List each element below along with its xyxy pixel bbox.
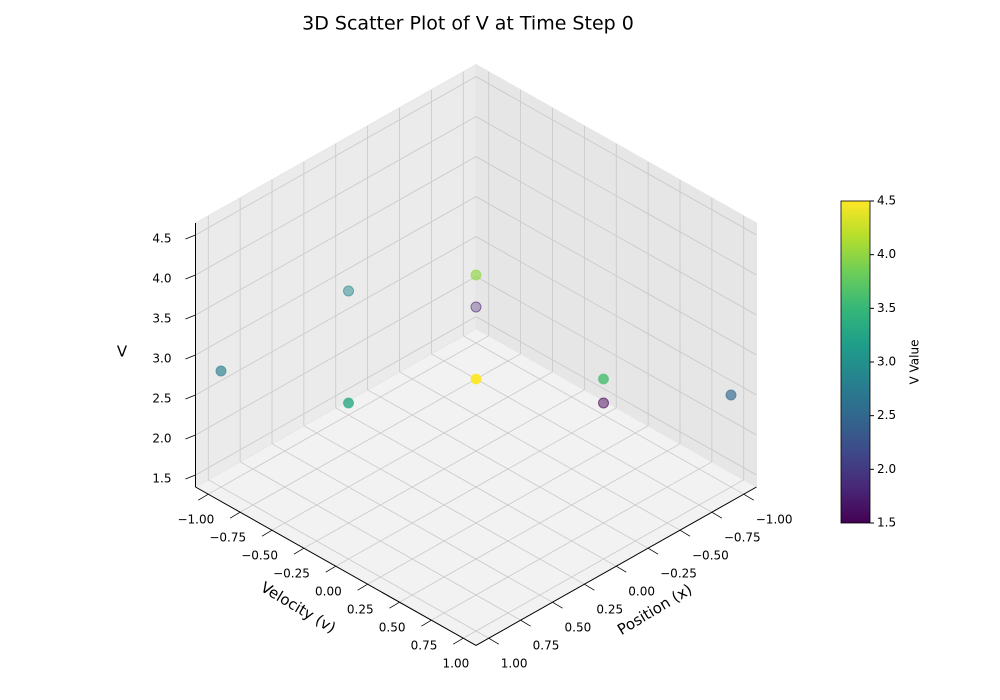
data-point	[343, 285, 354, 297]
z-tick-label: 3.0	[152, 352, 171, 366]
tick-mark	[616, 565, 627, 573]
data-point	[470, 373, 482, 385]
x-tick-label: 0.25	[596, 603, 623, 617]
y-tick-label: −0.25	[273, 567, 310, 581]
y-tick-label: −0.50	[241, 549, 278, 563]
tick-mark	[421, 619, 432, 627]
chart-title: 3D Scatter Plot of V at Time Step 0	[302, 13, 634, 35]
grid-line	[195, 276, 477, 436]
tick-mark	[261, 529, 273, 537]
grid-line	[195, 116, 477, 276]
data-point	[470, 269, 482, 281]
tick-mark	[185, 274, 196, 280]
x-tick-label: 0.50	[565, 621, 592, 635]
grid-line	[195, 156, 477, 316]
z-tick-label: 1.5	[152, 472, 171, 486]
tick-mark	[389, 601, 400, 609]
data-point	[598, 373, 609, 385]
x-tick-label: 0.00	[628, 585, 655, 599]
tick-mark	[185, 314, 196, 320]
tick-mark	[584, 583, 595, 591]
colorbar-tick-label: 4.0	[877, 247, 896, 261]
y-tick-label: 0.25	[347, 603, 374, 617]
x-tick-label: −0.75	[724, 531, 761, 545]
tick-mark	[229, 511, 241, 519]
data-point	[598, 397, 609, 409]
grid-line	[271, 371, 553, 531]
colorbar-tick-label: 4.5	[877, 194, 896, 208]
colorbar	[840, 200, 871, 524]
tick-mark	[185, 434, 196, 440]
z-tick-label: 2.0	[152, 432, 171, 446]
tick-mark	[453, 637, 464, 645]
grid-line	[463, 479, 744, 639]
data-point	[725, 389, 737, 401]
grid-line	[475, 156, 757, 316]
colorbar-tick-label: 3.5	[877, 301, 896, 315]
tick-mark	[647, 547, 659, 555]
tick-mark	[743, 493, 754, 501]
data-point	[343, 397, 354, 409]
grid-line	[475, 196, 757, 356]
x-tick-label: −0.50	[692, 549, 729, 563]
grid-line	[475, 316, 757, 476]
tick-mark	[679, 529, 691, 537]
z-axis-label: V	[117, 343, 128, 361]
tick-mark	[711, 511, 723, 519]
x-tick-label: 1.00	[501, 657, 528, 671]
x-tick-label: 0.75	[533, 639, 560, 653]
tick-mark	[357, 583, 368, 591]
grid-line	[475, 276, 757, 436]
z-tick-label: 2.5	[152, 392, 171, 406]
colorbar-label: V Value	[908, 340, 922, 385]
y-tick-label: −0.75	[209, 531, 246, 545]
grid-line	[399, 443, 681, 603]
z-tick-label: 3.5	[152, 312, 171, 326]
y-tick-label: 1.00	[443, 657, 470, 671]
tick-mark	[185, 234, 196, 240]
grid-line	[475, 76, 757, 236]
tick-mark	[185, 474, 196, 480]
tick-mark	[293, 547, 305, 555]
tick-mark	[520, 619, 531, 627]
z-tick-label: 4.0	[152, 272, 171, 286]
z-tick-label: 4.5	[152, 232, 171, 246]
grid-line	[195, 76, 477, 236]
y-tick-label: 0.75	[411, 639, 438, 653]
colorbar-tick-label: 3.0	[877, 355, 896, 369]
grid-line	[195, 236, 477, 396]
x-tick-label: −1.00	[756, 513, 793, 527]
tick-mark	[325, 565, 336, 573]
tick-mark	[185, 354, 196, 360]
data-point	[470, 301, 482, 313]
y-tick-label: 0.00	[315, 585, 342, 599]
tick-mark	[488, 637, 499, 645]
y-axis-line	[195, 486, 477, 646]
grid-line	[475, 116, 757, 276]
grid-line	[431, 461, 713, 621]
grid-line	[335, 407, 617, 567]
grid-line	[195, 316, 477, 476]
x-tick-label: −0.25	[660, 567, 697, 581]
y-tick-label: −1.00	[177, 513, 214, 527]
plot-area: −1.00 −0.75 −0.50 −0.25 0.00 0.25 0.50 0.75 1.00…	[117, 63, 793, 671]
grid-line	[475, 236, 757, 396]
grid-line	[367, 425, 649, 585]
tick-mark	[185, 394, 196, 400]
grid-line	[195, 196, 477, 356]
colorbar-tick-label: 2.0	[877, 462, 896, 476]
grid-line	[208, 335, 489, 495]
tick-mark	[198, 493, 209, 501]
tick-mark	[552, 601, 563, 609]
grid-line	[303, 389, 585, 549]
colorbar-tick-label: 1.5	[877, 516, 896, 530]
colorbar-tick-label: 2.5	[877, 408, 896, 422]
y-tick-label: 0.50	[379, 621, 406, 635]
data-point	[215, 365, 227, 377]
x-axis-line	[475, 486, 757, 646]
